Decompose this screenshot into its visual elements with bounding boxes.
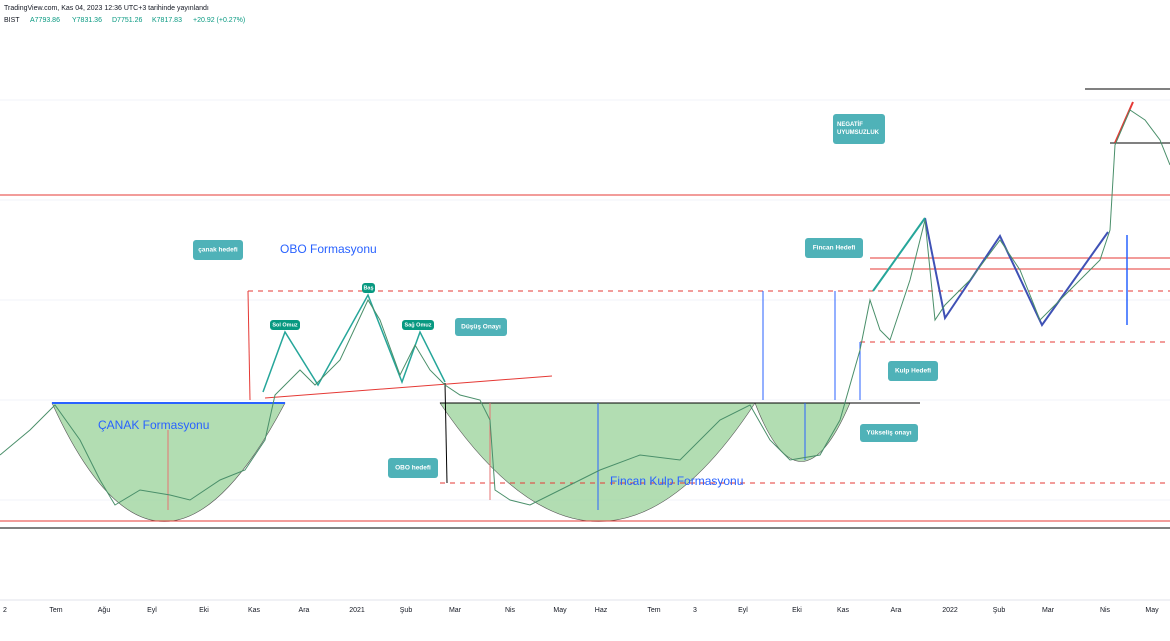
low: D7751.26 bbox=[112, 17, 142, 24]
green-trend bbox=[872, 217, 926, 292]
callout-box bbox=[388, 458, 438, 478]
x-tick-label: Mar bbox=[1042, 607, 1055, 614]
callout-box bbox=[362, 283, 375, 293]
x-tick-label: May bbox=[1145, 607, 1159, 614]
callout-box bbox=[833, 114, 885, 144]
x-tick-label: Tem bbox=[647, 607, 660, 614]
x-tick-label: Tem bbox=[49, 607, 62, 614]
x-tick-label: Nis bbox=[505, 607, 516, 614]
x-tick-label: Şub bbox=[993, 607, 1006, 614]
x-tick-label: 2022 bbox=[942, 607, 958, 614]
x-tick-label: Eyl bbox=[147, 607, 157, 614]
x-tick-label: Mar bbox=[449, 607, 462, 614]
x-tick-label: Ağu bbox=[98, 607, 111, 614]
x-tick-label: Ara bbox=[299, 607, 310, 614]
callout-text: Kulp Hedefi bbox=[895, 368, 931, 375]
callout-text: Düşüş Onayı bbox=[461, 324, 501, 331]
callout-box bbox=[888, 361, 938, 381]
callout-text: Baş bbox=[363, 285, 373, 291]
callout-box bbox=[193, 240, 243, 260]
close: K7817.83 bbox=[152, 17, 182, 24]
x-tick-label: Kas bbox=[837, 607, 850, 614]
callout-text: Sağ Omuz bbox=[405, 322, 432, 328]
pattern-title: ÇANAK Formasyonu bbox=[98, 418, 209, 432]
callout-text: Yükseliş onayı bbox=[866, 430, 911, 437]
x-tick-label: Eki bbox=[792, 607, 802, 614]
open: A7793.86 bbox=[30, 17, 60, 24]
levels bbox=[0, 88, 1170, 529]
callout-text: OBO hedefi bbox=[395, 465, 431, 472]
x-tick-label: Şub bbox=[400, 607, 413, 614]
callout-box bbox=[455, 318, 507, 336]
callout-text: NEGATİF UYUMSUZLUK bbox=[837, 121, 880, 136]
pattern-title: OBO Formasyonu bbox=[280, 242, 377, 256]
zigzag bbox=[924, 217, 1109, 327]
callout-box bbox=[270, 320, 300, 330]
x-axis: 2 Tem Ağu Eyl Eki Kas Ara 2021 Şub Mar Nis May Haz Te… bbox=[3, 607, 1159, 614]
callout-text: Fincan Hedefi bbox=[813, 245, 856, 252]
price-line bbox=[0, 109, 1170, 506]
callout-text: Sol Omuz bbox=[272, 322, 298, 328]
x-tick-label: Nis bbox=[1100, 607, 1111, 614]
obo-pattern bbox=[262, 293, 446, 393]
x-tick-label: May bbox=[553, 607, 567, 614]
callout-box bbox=[402, 320, 434, 330]
red-trend bbox=[1114, 101, 1134, 144]
annotations: çanak hedefi OBO Formasyonu Baş Sol Omuz Sağ… bbox=[98, 114, 938, 488]
x-tick-label: Eyl bbox=[738, 607, 748, 614]
x-tick-label: 2 bbox=[3, 607, 7, 614]
change: +20.92 (+0.27%) bbox=[193, 17, 245, 24]
high: Y7831.36 bbox=[72, 17, 102, 24]
x-tick-label: 2021 bbox=[349, 607, 365, 614]
x-tick-label: Ara bbox=[891, 607, 902, 614]
x-tick-label: 3 bbox=[693, 607, 697, 614]
kulp-bowl bbox=[754, 402, 851, 462]
header-title: TradingView.com, Kas 04, 2023 12:36 UTC+… bbox=[4, 5, 209, 12]
pattern-title: Fincan Kulp Formasyonu bbox=[610, 474, 743, 488]
callout-box bbox=[805, 238, 863, 258]
callout-text: çanak hedefi bbox=[198, 247, 238, 254]
x-tick-label: Kas bbox=[248, 607, 261, 614]
symbol: BIST bbox=[4, 17, 20, 24]
x-tick-label: Eki bbox=[199, 607, 209, 614]
callout-box bbox=[860, 424, 918, 442]
x-tick-label: Haz bbox=[595, 607, 608, 614]
